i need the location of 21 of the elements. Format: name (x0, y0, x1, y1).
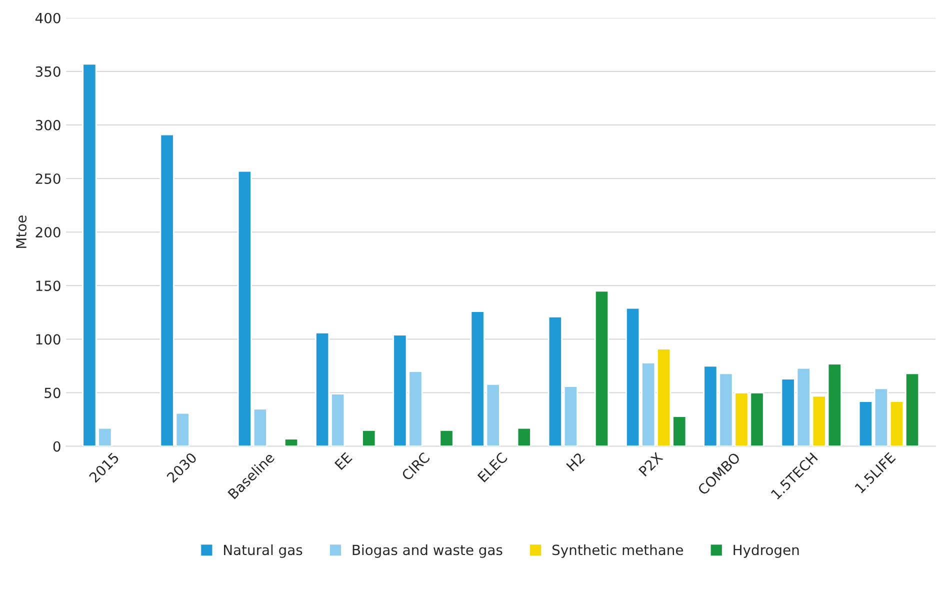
x-tick-label: EE (334, 452, 352, 470)
y-tick-label: 250 (36, 173, 60, 184)
y-tick-label: 0 (53, 441, 60, 452)
y-tick-label: 400 (35, 12, 60, 24)
legend-label: Hydrogen (734, 544, 799, 558)
y-tick-label: 100 (36, 334, 60, 345)
y-tick-label: 200 (36, 227, 60, 238)
y-tick-label: 300 (36, 120, 60, 130)
legend-label: Synthetic methane (552, 544, 683, 558)
y-tick-label: 350 (36, 66, 60, 77)
bar (594, 290, 610, 446)
legend-label: Biogas and waste gas (352, 544, 502, 558)
x-tick-label: H2 (566, 452, 585, 472)
bar (284, 438, 299, 446)
bar (362, 429, 376, 446)
y-axis-title: Mtoe (16, 216, 27, 248)
y-tick-label: 50 (44, 388, 60, 398)
y-tick-label: 150 (36, 280, 60, 292)
legend-label: Natural gas (224, 544, 302, 558)
bar (516, 427, 532, 446)
bar (439, 429, 454, 446)
